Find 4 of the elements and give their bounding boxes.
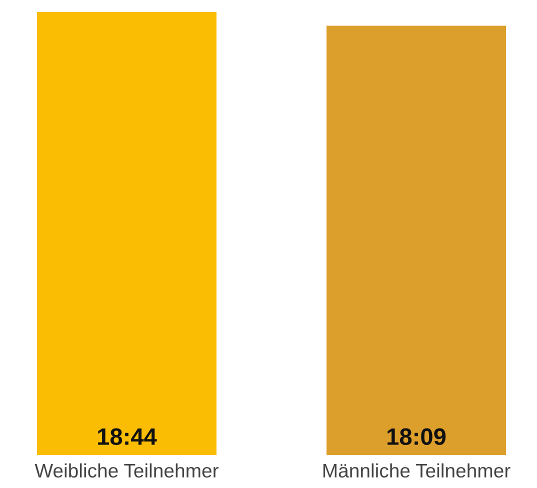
x-tick-label: Weibliche Teilnehmer (34, 463, 218, 478)
x-tick-label: Männliche Teilnehmer (323, 463, 510, 478)
data-label: 18:44 (98, 428, 157, 446)
data-label: 18:09 (388, 428, 446, 446)
